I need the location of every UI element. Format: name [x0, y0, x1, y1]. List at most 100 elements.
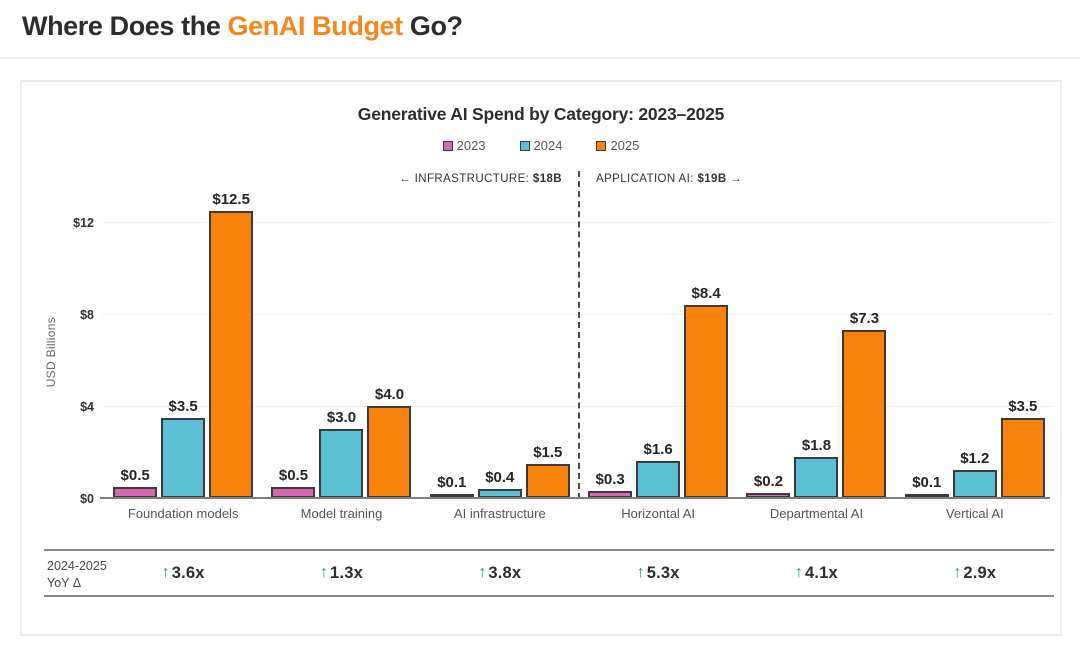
bar-2024: [161, 417, 206, 498]
y-axis-label: USD Billions: [44, 316, 58, 387]
bar-with-label: $0.5: [113, 466, 158, 498]
bar-value-label: $0.5: [120, 466, 150, 484]
category-label: Departmental AI: [769, 506, 864, 521]
left-arrow-icon: ←: [399, 173, 412, 185]
legend-label-2025: 2025: [610, 138, 640, 153]
page-title-suffix: Go?: [402, 11, 463, 41]
yoy-label-line1: 2024-2025: [47, 559, 107, 573]
yoy-delta: ↑ 3.8x: [421, 564, 579, 583]
up-arrow-icon: ↑: [953, 564, 962, 581]
chart-title: Generative AI Spend by Category: 2023–20…: [357, 104, 725, 124]
bar-2024: [319, 429, 364, 498]
section-annotations: ← INFRASTRUCTURE: $18B APPLICATION AI: $…: [22, 173, 1060, 191]
bar-group: $0.1 $0.4 $1.5: [421, 191, 579, 498]
bar-2025: [842, 330, 887, 498]
bar-2024: [636, 461, 681, 498]
gridline-12: [102, 222, 1052, 223]
up-arrow-icon: ↑: [320, 564, 329, 581]
gridline-4: [102, 406, 1052, 407]
bar-value-label: $1.5: [533, 443, 563, 461]
yoy-delta: ↑ 2.9x: [896, 564, 1054, 583]
gridline-8: [102, 314, 1052, 315]
category-label: Vertical AI: [945, 506, 1004, 521]
yoy-delta: ↑ 1.3x: [262, 564, 420, 583]
right-arrow-icon: →: [730, 173, 743, 185]
bar-value-label: $0.2: [753, 473, 784, 491]
yoy-delta-value: 2.9x: [963, 563, 997, 582]
plot-groups: $0.5 $3.5 $12.5 $0.5 $3.0 $4.0 $0.1 $0.4 $1.5 $0.…: [104, 190, 1054, 498]
legend-item-2023: 2023: [442, 138, 486, 153]
legend-label-2023: 2023: [456, 138, 486, 153]
bar-with-label: $0.2: [746, 473, 791, 498]
bar-value-label: $0.5: [278, 466, 309, 484]
yoy-row-label: 2024-2025 YoY Δ: [47, 558, 107, 592]
bar-value-label: $3.5: [1008, 397, 1038, 415]
yoy-delta-value: 5.3x: [646, 563, 680, 582]
header-divider: [0, 57, 1080, 59]
yoy-label-line2: YoY Δ: [47, 575, 82, 590]
bar-2024: [477, 488, 522, 498]
yoy-delta-value: 4.1x: [805, 563, 838, 582]
bar-2025: [684, 304, 729, 498]
page-title-prefix: Where Does the: [22, 11, 228, 41]
legend-item-2024: 2024: [519, 138, 563, 153]
bar-value-label: $1.2: [960, 450, 990, 468]
bar-with-label: $1.8: [794, 437, 839, 498]
bar-with-label: $1.5: [525, 443, 570, 498]
yoy-delta-value: 3.8x: [488, 563, 522, 582]
y-tick-8: $8: [80, 308, 94, 322]
bar-2024: [794, 456, 839, 498]
bar-value-label: $12.5: [212, 190, 250, 208]
bar-with-label: $0.3: [588, 471, 633, 498]
up-arrow-icon: ↑: [636, 564, 645, 581]
bar-2025: [1000, 417, 1045, 498]
annotation-infrastructure-label: INFRASTRUCTURE:: [414, 173, 530, 185]
bar-group: $0.5 $3.5 $12.5: [104, 190, 262, 498]
bar-group: $0.1 $1.2 $3.5: [896, 191, 1054, 498]
bar-with-label: $0.4: [477, 468, 522, 498]
bar-group: $0.3 $1.6 $8.4: [579, 191, 737, 498]
bar-value-label: $0.1: [912, 474, 942, 491]
yoy-delta-value: 1.3x: [330, 563, 363, 582]
yoy-delta: ↑ 4.1x: [737, 564, 895, 583]
legend-label-2024: 2024: [533, 138, 563, 153]
annotation-infrastructure: ← INFRASTRUCTURE: $18B: [22, 173, 579, 191]
annotation-application-value: $19B: [697, 173, 727, 185]
page-title: Where Does the GenAI Budget Go?: [22, 11, 463, 42]
page-title-highlight: GenAI Budget: [227, 11, 404, 41]
legend-swatch-2025: [596, 140, 607, 151]
legend-item-2025: 2025: [596, 138, 639, 153]
bar-with-label: $12.5: [209, 190, 254, 498]
bar-value-label: $0.4: [485, 468, 515, 486]
annotation-application-label: APPLICATION AI:: [596, 173, 694, 185]
y-tick-0: $0: [80, 492, 94, 506]
bar-2025: [525, 463, 570, 498]
legend-swatch-2023: [442, 140, 453, 151]
bar-with-label: $0.1: [904, 474, 949, 498]
category-label: AI infrastructure: [453, 506, 546, 521]
bar-value-label: $4.0: [374, 386, 405, 403]
bar-with-label: $3.5: [1000, 397, 1045, 498]
bar-group: $0.2 $1.8 $7.3: [737, 191, 895, 498]
bar-2025: [367, 406, 412, 498]
yoy-section: 2024-2025 YoY Δ ↑ 3.6x ↑ 1.3x ↑ 3.8x ↑ 5.3x ↑ 4.1…: [44, 549, 1054, 597]
y-tick-4: $4: [80, 400, 94, 414]
yoy-values: ↑ 3.6x ↑ 1.3x ↑ 3.8x ↑ 5.3x ↑ 4.1x ↑ 2.9x: [104, 551, 1054, 595]
up-arrow-icon: ↑: [795, 564, 804, 581]
annotation-infrastructure-value: $18B: [532, 173, 562, 185]
bar-with-label: $1.6: [636, 441, 681, 498]
category-label: Model training: [300, 506, 383, 521]
infrastructure-application-divider: [578, 171, 580, 499]
bar-with-label: $8.4: [684, 284, 729, 498]
category-label: Horizontal AI: [621, 506, 695, 521]
plot-area: ← INFRASTRUCTURE: $18B APPLICATION AI: $…: [22, 171, 1060, 506]
bar-value-label: $0.3: [595, 471, 625, 489]
bar-value-label: $7.3: [849, 310, 880, 328]
bar-with-label: $3.5: [161, 398, 206, 498]
bar-value-label: $0.1: [437, 474, 467, 491]
bar-value-label: $8.4: [691, 284, 721, 302]
bar-with-label: $7.3: [842, 310, 887, 498]
bar-with-label: $4.0: [367, 386, 412, 498]
chart-legend: 2023 2024 2025: [22, 138, 1060, 153]
yoy-delta-value: 3.6x: [171, 563, 205, 582]
